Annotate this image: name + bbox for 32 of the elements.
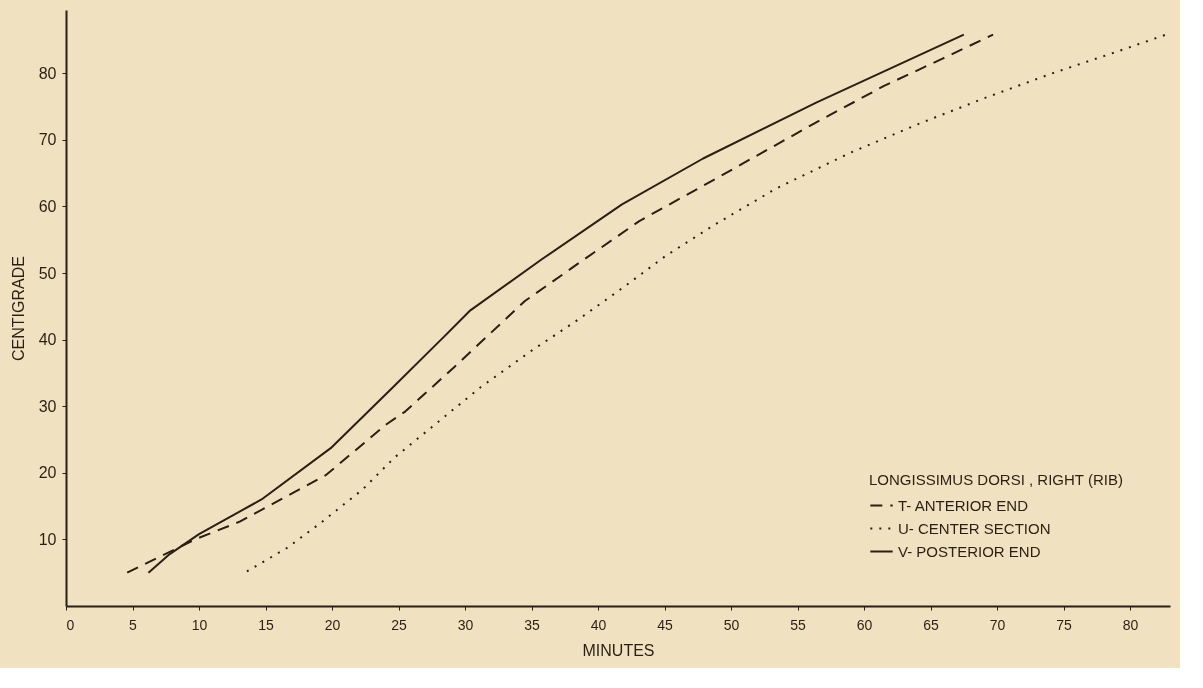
x-tick-label: 20: [324, 616, 341, 633]
x-tick-label: 30: [457, 616, 474, 633]
x-tick-label: 10: [191, 616, 208, 633]
y-tick-label: 60: [38, 197, 57, 215]
x-tick-label: 25: [391, 616, 408, 633]
y-tick-label: 80: [38, 64, 57, 82]
x-tick-label: 15: [258, 616, 275, 633]
y-tick-label: 10: [38, 530, 57, 548]
x-tick-label: 0: [66, 616, 75, 633]
y-tick-label: 40: [38, 331, 57, 349]
y-tick-label: 20: [38, 464, 57, 482]
legend-label: U- CENTER SECTION: [898, 519, 1051, 537]
x-tick-label: 5: [129, 616, 138, 633]
legend-label: V- POSTERIOR END: [898, 542, 1041, 560]
y-axis-title: CENTIGRADE: [9, 256, 27, 361]
x-tick-label: 75: [1056, 616, 1073, 633]
legend-title: LONGISSIMUS DORSI , RIGHT (RIB): [869, 471, 1123, 488]
x-tick-label: 50: [723, 616, 740, 633]
x-axis-title: MINUTES: [582, 641, 655, 659]
x-tick-label: 45: [657, 616, 674, 633]
y-tick-label: 70: [38, 131, 57, 149]
x-tick-label: 40: [590, 616, 607, 633]
x-tick-label: 55: [790, 616, 807, 633]
x-tick-label: 65: [923, 616, 940, 633]
x-tick-label: 70: [989, 616, 1006, 633]
y-tick-label: 50: [38, 264, 57, 282]
line-series: [245, 33, 1168, 573]
legend-label: T- ANTERIOR END: [898, 496, 1029, 514]
x-tick-label: 35: [524, 616, 541, 633]
x-tick-label: 80: [1122, 616, 1139, 633]
x-tick-label: 60: [856, 616, 873, 633]
y-tick-label: 30: [38, 397, 57, 415]
